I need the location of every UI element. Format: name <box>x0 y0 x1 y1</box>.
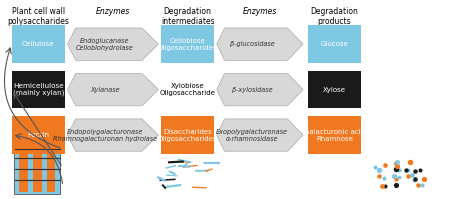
FancyBboxPatch shape <box>11 71 65 108</box>
Polygon shape <box>217 119 303 151</box>
Text: Exopolygalacturonase
α-rhamnosidase: Exopolygalacturonase α-rhamnosidase <box>216 129 288 142</box>
FancyBboxPatch shape <box>308 116 361 154</box>
Text: Cellobiose
Oligosaccharides: Cellobiose Oligosaccharides <box>158 38 218 51</box>
Text: Disaccharides
Oligosaccharides: Disaccharides Oligosaccharides <box>158 129 218 141</box>
FancyBboxPatch shape <box>33 143 42 192</box>
FancyBboxPatch shape <box>308 71 361 108</box>
Text: β-xylosidase: β-xylosidase <box>232 87 273 93</box>
Text: Galacturonic acid
Rhamnose: Galacturonic acid Rhamnose <box>304 129 365 141</box>
Polygon shape <box>67 28 158 60</box>
Text: Enzymes: Enzymes <box>243 7 277 16</box>
Text: Hemicellulose
(mainly xylan): Hemicellulose (mainly xylan) <box>13 83 64 96</box>
FancyBboxPatch shape <box>14 141 61 194</box>
Text: Cellulose: Cellulose <box>22 41 55 47</box>
Polygon shape <box>217 73 303 106</box>
Text: Enzymes: Enzymes <box>96 7 130 16</box>
Text: Xylanase: Xylanase <box>90 87 119 93</box>
Text: Plant cell wall
polysaccharides: Plant cell wall polysaccharides <box>8 7 69 26</box>
Text: Glucose: Glucose <box>320 41 348 47</box>
FancyBboxPatch shape <box>161 71 214 108</box>
Text: Xylose: Xylose <box>323 87 346 93</box>
FancyBboxPatch shape <box>161 25 214 63</box>
Text: β-glucosidase: β-glucosidase <box>230 41 274 47</box>
FancyBboxPatch shape <box>161 116 214 154</box>
Text: Xylobiose
Oligosaccharide: Xylobiose Oligosaccharide <box>160 83 216 96</box>
FancyBboxPatch shape <box>11 116 65 154</box>
Text: Degradation
products: Degradation products <box>310 7 358 26</box>
Polygon shape <box>67 73 158 106</box>
FancyBboxPatch shape <box>46 143 55 192</box>
Polygon shape <box>67 119 158 151</box>
Text: Pectin: Pectin <box>27 132 49 138</box>
FancyBboxPatch shape <box>308 25 361 63</box>
Text: Endoglucanase
Cellobiohydrolase: Endoglucanase Cellobiohydrolase <box>76 38 134 51</box>
FancyBboxPatch shape <box>11 25 65 63</box>
Text: Degradation
intermediates: Degradation intermediates <box>161 7 214 26</box>
Text: Endopolygalacturonase
Rhamnogalacturonan hydrolase: Endopolygalacturonase Rhamnogalacturonan… <box>53 128 157 142</box>
Polygon shape <box>217 28 303 60</box>
FancyBboxPatch shape <box>19 143 27 192</box>
